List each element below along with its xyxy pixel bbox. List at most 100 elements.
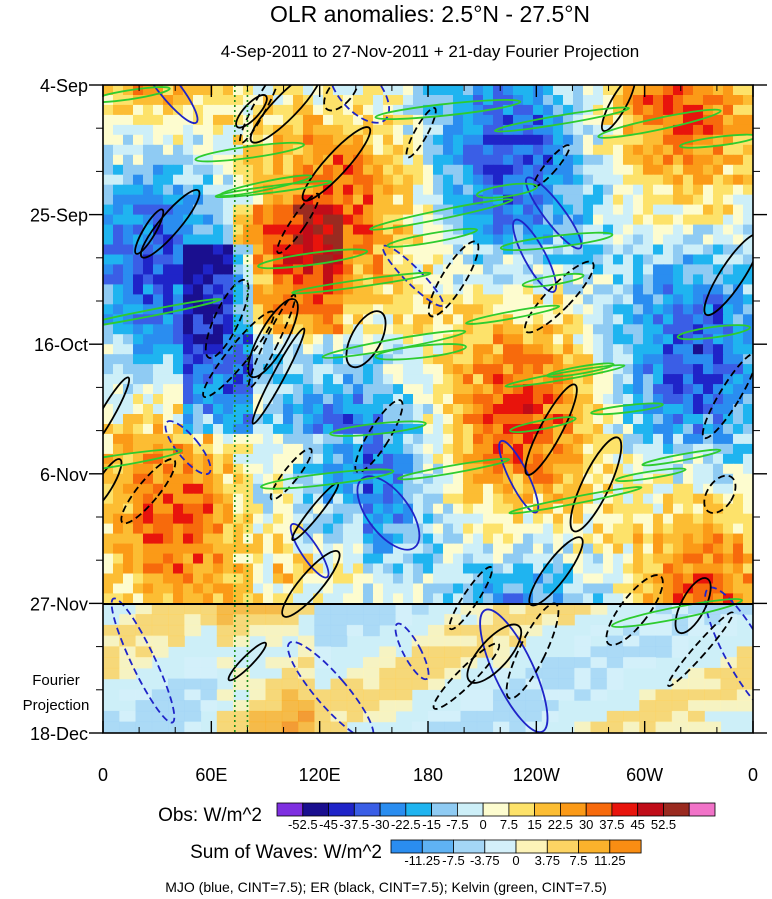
kelvin-contour (499, 231, 614, 252)
mjo-contour (704, 586, 753, 721)
colorbar-level-label: 11.25 (594, 853, 626, 868)
colorbar-level-label: 0 (479, 817, 486, 832)
x-tick-label: 0 (98, 765, 108, 785)
er-contour (405, 106, 437, 159)
er-contour (227, 641, 267, 682)
y-tick-label: 18-Dec (30, 724, 88, 744)
colorbar-swatch (609, 839, 642, 854)
colorbar-swatch (482, 802, 510, 817)
mjo-contour (394, 622, 430, 681)
kelvin-contour (590, 402, 664, 416)
er-contour (249, 85, 323, 144)
x-tick-label: 0 (748, 765, 758, 785)
y-tick-label: 6-Nov (40, 465, 88, 485)
kelvin-contour (465, 304, 561, 325)
er-contour (235, 94, 268, 129)
colorbar-swatch (328, 802, 355, 817)
colorbar-level-label: 45 (630, 817, 644, 832)
er-contour (103, 458, 123, 512)
kelvin-contour (291, 271, 432, 295)
colorbar-level-label: -3.75 (470, 853, 500, 868)
er-contour (345, 310, 387, 369)
colorbar-swatch (302, 802, 329, 817)
x-tick-label: 120W (513, 765, 560, 785)
kelvin-contour (386, 227, 478, 248)
er-contour (202, 310, 275, 399)
mjo-contour (512, 218, 557, 293)
colorbar-level-label: -22.5 (391, 817, 421, 832)
kelvin-contour (508, 486, 643, 515)
colorbar-level-label: 37.5 (599, 817, 624, 832)
mjo-contour (356, 475, 421, 551)
colorbar-swatch (379, 802, 407, 817)
colorbar-level-label: 15 (527, 817, 541, 832)
er-contour (667, 611, 734, 687)
colorbar-swatch (560, 802, 587, 817)
projection-label-line2: Projection (23, 697, 90, 714)
kelvin-contour (676, 324, 751, 341)
colorbar-level-label: -7.5 (442, 853, 464, 868)
colorbar-swatch (688, 802, 716, 817)
colorbar-swatch (637, 802, 664, 817)
kelvin-contour (194, 141, 305, 163)
colorbar-level-label: -45 (319, 817, 338, 832)
wave-colorbar (390, 839, 642, 854)
y-tick-label: 25-Sep (30, 206, 88, 226)
er-contour (703, 233, 753, 317)
colorbar-swatch (276, 802, 304, 817)
er-contour (605, 574, 664, 647)
er-contour (674, 577, 712, 635)
kelvin-contour (374, 99, 522, 120)
wave-colorbar-labels: -11.25 -7.5 -3.75 0 3.75 7.5 11.25 (404, 853, 625, 868)
mjo-contour (110, 597, 176, 724)
x-tick-label: 60W (626, 765, 663, 785)
colorbar-level-label: 30 (579, 817, 593, 832)
er-contour (533, 144, 571, 187)
colorbar-swatch (546, 839, 579, 854)
kelvin-contour (374, 343, 467, 361)
kelvin-contour (504, 364, 626, 388)
contour-legend: MJO (blue, CINT=7.5); ER (black, CINT=7.… (165, 879, 607, 895)
colorbar-level-label: 3.75 (535, 853, 560, 868)
x-tick-labels: 0 60E 120E 180 120W 60W 0 (98, 765, 758, 785)
colorbar-swatch (578, 839, 611, 854)
kelvin-contour (610, 598, 743, 628)
y-tick-label: 16-Oct (34, 335, 88, 355)
kelvin-contour (546, 362, 615, 378)
colorbar-swatch (508, 802, 536, 817)
wave-colorbar-label: Sum of Waves: W/m^2 (190, 842, 382, 863)
mjo-contour (479, 608, 549, 733)
colorbar-level-label: 7.5 (569, 853, 587, 868)
colorbar-level-label: -37.5 (339, 817, 369, 832)
er-contour (701, 352, 753, 440)
mjo-contour (498, 439, 540, 514)
kelvin-contour (369, 198, 514, 231)
axis-ticks (89, 84, 767, 734)
colorbar-level-label: -15 (422, 817, 441, 832)
colorbar-swatch (405, 802, 432, 817)
colorbar-swatch (663, 802, 690, 817)
mjo-contour (289, 522, 330, 579)
obs-colorbar-labels: -52.5 -45 -37.5 -30 -22.5 -15 -7.5 0 7.5 15 22.5 30… (288, 817, 676, 832)
kelvin-contour (397, 457, 511, 481)
colorbar-swatch (484, 839, 517, 854)
mjo-contour (381, 244, 444, 307)
projection-label-line1: Fourier (32, 672, 80, 689)
y-tick-label: 4-Sep (40, 76, 88, 96)
er-contour (269, 447, 313, 501)
kelvin-contour (493, 106, 630, 133)
colorbar-swatch (431, 802, 458, 817)
colorbar-level-label: 22.5 (548, 817, 573, 832)
mjo-contour (164, 420, 212, 476)
mjo-contour (525, 176, 583, 250)
er-contour (323, 85, 360, 112)
colorbar-swatch (611, 802, 639, 817)
obs-colorbar-label: Obs: W/m^2 (158, 805, 262, 826)
er-contour (120, 458, 177, 525)
projection-field (103, 603, 753, 733)
er-contour (427, 240, 480, 318)
er-contour (204, 278, 250, 359)
x-tick-label: 60E (195, 765, 227, 785)
colorbar-level-label: -30 (371, 817, 390, 832)
